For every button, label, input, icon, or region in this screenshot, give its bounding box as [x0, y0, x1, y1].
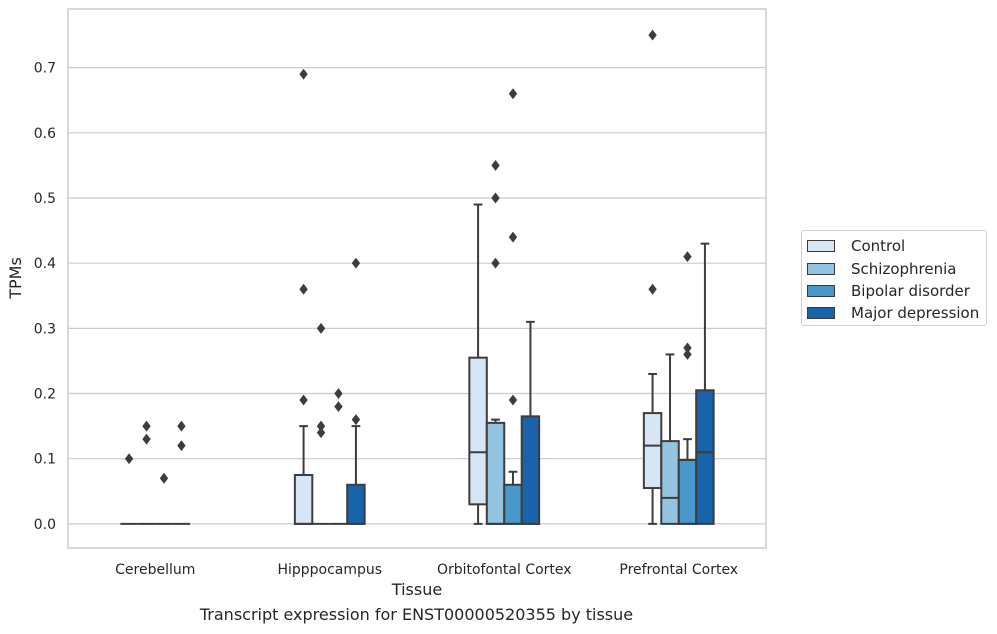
legend-item: Bipolar disorder [807, 280, 986, 302]
outlier-point [491, 257, 500, 269]
outlier-point [316, 322, 326, 334]
y-axis-label: TPMs [6, 257, 25, 300]
box [642, 29, 663, 525]
chart-caption: Transcript expression for ENST0000052035… [199, 605, 634, 624]
y-tick-label: 0.5 [34, 191, 56, 207]
box-body [293, 474, 314, 525]
outlier-point [159, 472, 169, 484]
legend-label: Schizophrenia [851, 259, 957, 278]
box-body [695, 389, 715, 525]
y-tick-label: 0.2 [34, 387, 56, 403]
y-tick-label: 0.4 [34, 256, 56, 272]
legend-label: Control [851, 237, 906, 256]
box [695, 242, 715, 525]
outlier-point [648, 29, 657, 41]
outlier-point [508, 88, 518, 100]
outlier-point [491, 192, 500, 204]
outlier-point [299, 394, 308, 406]
outlier-point [299, 68, 308, 80]
outlier-point [316, 427, 326, 439]
x-tick-label: Cerebellum [115, 562, 195, 578]
box-body [677, 459, 698, 525]
box [155, 472, 173, 525]
box-body [485, 421, 506, 525]
outlier-point [683, 251, 692, 263]
outlier-point [683, 348, 692, 360]
outlier-point [124, 453, 134, 465]
y-tick-label: 0.3 [34, 321, 56, 337]
outlier-point [177, 420, 186, 432]
outlier-point [351, 414, 361, 426]
category-group [642, 29, 715, 525]
legend-label: Major depression [851, 304, 980, 323]
x-axis-ticks: Cerebellum Hipppocampus Orbitofontal Corte… [115, 562, 738, 578]
outlier-point [299, 283, 308, 295]
outlier-point [508, 394, 518, 406]
outlier-point [648, 283, 657, 295]
box [503, 88, 523, 525]
x-tick-label: Prefrontal Cortex [619, 562, 738, 578]
plot-frame [67, 8, 767, 549]
x-tick-label: Hipppocampus [277, 562, 382, 578]
box [520, 320, 541, 525]
legend-label: Bipolar disorder [851, 281, 970, 300]
box [120, 453, 138, 525]
box [677, 251, 698, 525]
category-group [293, 68, 366, 525]
box [293, 68, 314, 525]
box-body [520, 415, 541, 525]
y-tick-label: 0.7 [34, 61, 56, 77]
outlier-point [351, 257, 361, 269]
legend-swatch [807, 284, 835, 297]
box-body [468, 356, 488, 506]
outlier-point [508, 231, 518, 243]
box-body [503, 483, 523, 525]
y-tick-label: 0.0 [34, 517, 56, 533]
box-body [346, 483, 366, 525]
legend-swatch [807, 240, 835, 253]
outlier-point [334, 401, 343, 413]
box-groups [120, 29, 715, 525]
outlier-point [142, 420, 151, 432]
legend-swatch [807, 307, 835, 320]
x-tick-label: Orbitofontal Cortex [437, 562, 572, 578]
legend-item: Control [807, 235, 986, 257]
box-body [660, 440, 680, 525]
box [137, 420, 156, 525]
legend-item: Schizophrenia [807, 257, 986, 279]
outlier-point [316, 420, 326, 432]
y-axis-ticks: 0.0 0.1 0.2 0.3 0.4 0.5 0.6 0.7 [34, 61, 56, 533]
category-group [120, 420, 191, 525]
outlier-point [334, 388, 343, 399]
outlier-point [142, 433, 151, 445]
x-axis-label: Tissue [391, 580, 442, 599]
box [312, 322, 330, 525]
category-group [468, 88, 541, 525]
legend-swatch [807, 262, 835, 275]
box [485, 159, 506, 525]
box [329, 388, 348, 525]
box [172, 420, 191, 525]
legend-item: Major depression [807, 302, 986, 324]
outlier-point [177, 440, 186, 452]
outlier-point [683, 342, 692, 354]
legend: Control Schizophrenia Bipolar disorder Majo… [801, 230, 987, 326]
box [346, 257, 366, 525]
y-tick-label: 0.1 [34, 452, 56, 468]
outlier-point [491, 159, 500, 171]
box-body [642, 412, 663, 490]
y-tick-label: 0.6 [34, 126, 56, 142]
